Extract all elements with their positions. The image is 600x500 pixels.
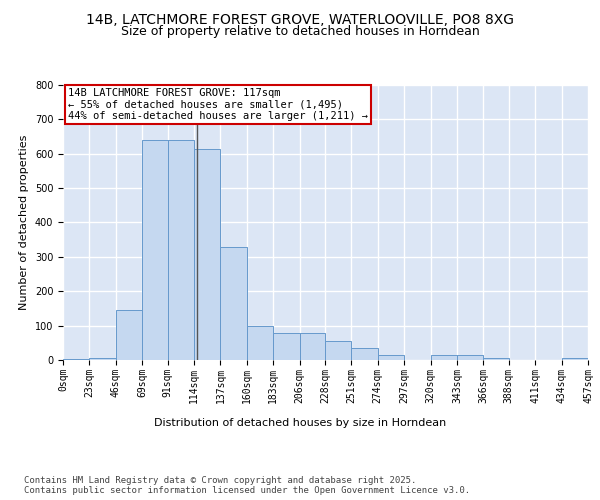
Bar [457, 355, 484, 360]
Bar [431, 355, 457, 360]
Bar [116, 310, 142, 360]
Bar [325, 341, 352, 360]
Text: Size of property relative to detached houses in Horndean: Size of property relative to detached ho… [121, 25, 479, 38]
Bar [378, 355, 404, 360]
Text: Contains HM Land Registry data © Crown copyright and database right 2025.
Contai: Contains HM Land Registry data © Crown c… [24, 476, 470, 495]
Bar [194, 148, 220, 360]
Bar [247, 326, 273, 360]
Bar [273, 332, 299, 360]
Bar [220, 246, 247, 360]
Y-axis label: Number of detached properties: Number of detached properties [19, 135, 29, 310]
Bar [167, 140, 194, 360]
Text: Distribution of detached houses by size in Horndean: Distribution of detached houses by size … [154, 418, 446, 428]
Bar [299, 332, 325, 360]
Bar [142, 140, 167, 360]
Text: 14B LATCHMORE FOREST GROVE: 117sqm
← 55% of detached houses are smaller (1,495)
: 14B LATCHMORE FOREST GROVE: 117sqm ← 55%… [68, 88, 368, 121]
Text: 14B, LATCHMORE FOREST GROVE, WATERLOOVILLE, PO8 8XG: 14B, LATCHMORE FOREST GROVE, WATERLOOVIL… [86, 12, 514, 26]
Bar [352, 348, 378, 360]
Bar [484, 358, 509, 360]
Bar [562, 358, 588, 360]
Bar [89, 358, 116, 360]
